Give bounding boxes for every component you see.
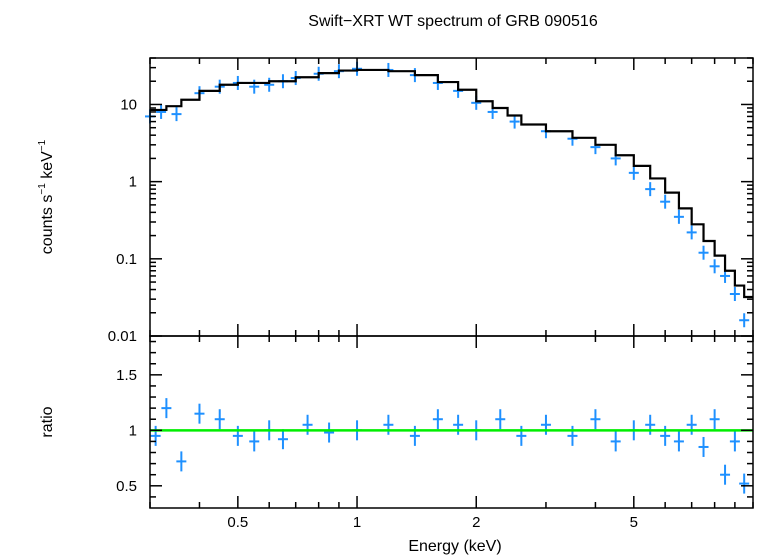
ratio-point <box>720 464 731 485</box>
ratio-point <box>698 436 709 457</box>
bottom-y-tick-label: 1.5 <box>116 367 137 384</box>
ratio-point <box>324 422 335 443</box>
ratio-axis-label: ratio <box>39 406 56 437</box>
data-point <box>645 182 656 197</box>
data-point <box>729 287 740 302</box>
ratio-point <box>610 431 621 452</box>
data-point <box>264 77 275 92</box>
top-y-tick-label: 0.1 <box>116 251 137 268</box>
bottom-panel-frame <box>149 335 754 509</box>
data-point <box>739 313 750 328</box>
bottom-y-tick-label: 0.5 <box>116 478 137 495</box>
data-point <box>686 225 697 240</box>
top-y-axis-label: counts s−1 keV−1 <box>37 139 56 254</box>
ratio-point <box>409 425 420 446</box>
ratio-point <box>686 414 697 435</box>
data-point <box>156 104 167 119</box>
data-point <box>249 79 260 94</box>
x-tick-label: 0.5 <box>227 514 248 531</box>
ylabel-kev: keV <box>39 151 56 183</box>
bottom-y-tick-label: 1 <box>129 422 137 439</box>
ratio-point <box>383 414 394 435</box>
ratio-data-points <box>150 398 750 494</box>
ratio-point <box>739 473 750 494</box>
ratio-point <box>645 414 656 435</box>
data-point <box>171 107 182 122</box>
spectrum-data-points <box>145 61 750 328</box>
x-tick-label: 2 <box>472 514 480 531</box>
ratio-point <box>432 409 443 430</box>
data-point <box>698 245 709 260</box>
chart-title: Swift−XRT WT spectrum of GRB 090516 <box>308 13 598 30</box>
ratio-point <box>673 431 684 452</box>
top-y-tick-labels: 10 1 0.1 0.01 <box>108 96 137 345</box>
top-y-tick-label: 10 <box>120 96 137 113</box>
ratio-point <box>150 425 161 446</box>
bottom-panel-ticks <box>149 336 754 508</box>
ratio-point <box>232 425 243 446</box>
ratio-point <box>194 403 205 424</box>
x-tick-label: 1 <box>353 514 361 531</box>
ratio-point <box>453 414 464 435</box>
x-tick-label: 5 <box>630 514 638 531</box>
top-panel-frame <box>149 57 754 337</box>
ratio-point <box>516 425 527 446</box>
ratio-point <box>590 409 601 430</box>
bottom-y-tick-labels: 1.5 1 0.5 <box>116 367 137 495</box>
data-point <box>660 194 671 209</box>
x-axis-label: Energy (keV) <box>408 538 501 555</box>
ratio-point <box>567 425 578 446</box>
bottom-panel: 1.5 1 0.5 0.5 1 2 5 ratio Energy (keV) <box>39 335 754 555</box>
ylabel-counts: counts s <box>39 195 56 255</box>
data-point <box>709 259 720 274</box>
ratio-point <box>660 425 671 446</box>
ratio-point <box>161 398 172 419</box>
ratio-point <box>729 431 740 452</box>
ratio-point <box>302 414 313 435</box>
top-y-tick-label: 1 <box>129 174 137 191</box>
ylabel-sup-2: −1 <box>37 139 48 151</box>
model-step-line <box>150 68 753 299</box>
ratio-point <box>495 409 506 430</box>
data-point <box>673 209 684 224</box>
ratio-point <box>176 451 187 472</box>
x-tick-labels: 0.5 1 2 5 <box>227 514 638 531</box>
top-y-tick-label: 0.01 <box>108 328 137 345</box>
top-panel-ticks <box>149 57 754 337</box>
data-point <box>509 114 520 129</box>
ratio-point <box>214 409 225 430</box>
ratio-point <box>277 429 288 450</box>
ratio-point <box>249 431 260 452</box>
ratio-point <box>709 409 720 430</box>
ylabel-sup-1: −1 <box>37 183 48 195</box>
ratio-point <box>540 414 551 435</box>
data-point <box>628 165 639 180</box>
